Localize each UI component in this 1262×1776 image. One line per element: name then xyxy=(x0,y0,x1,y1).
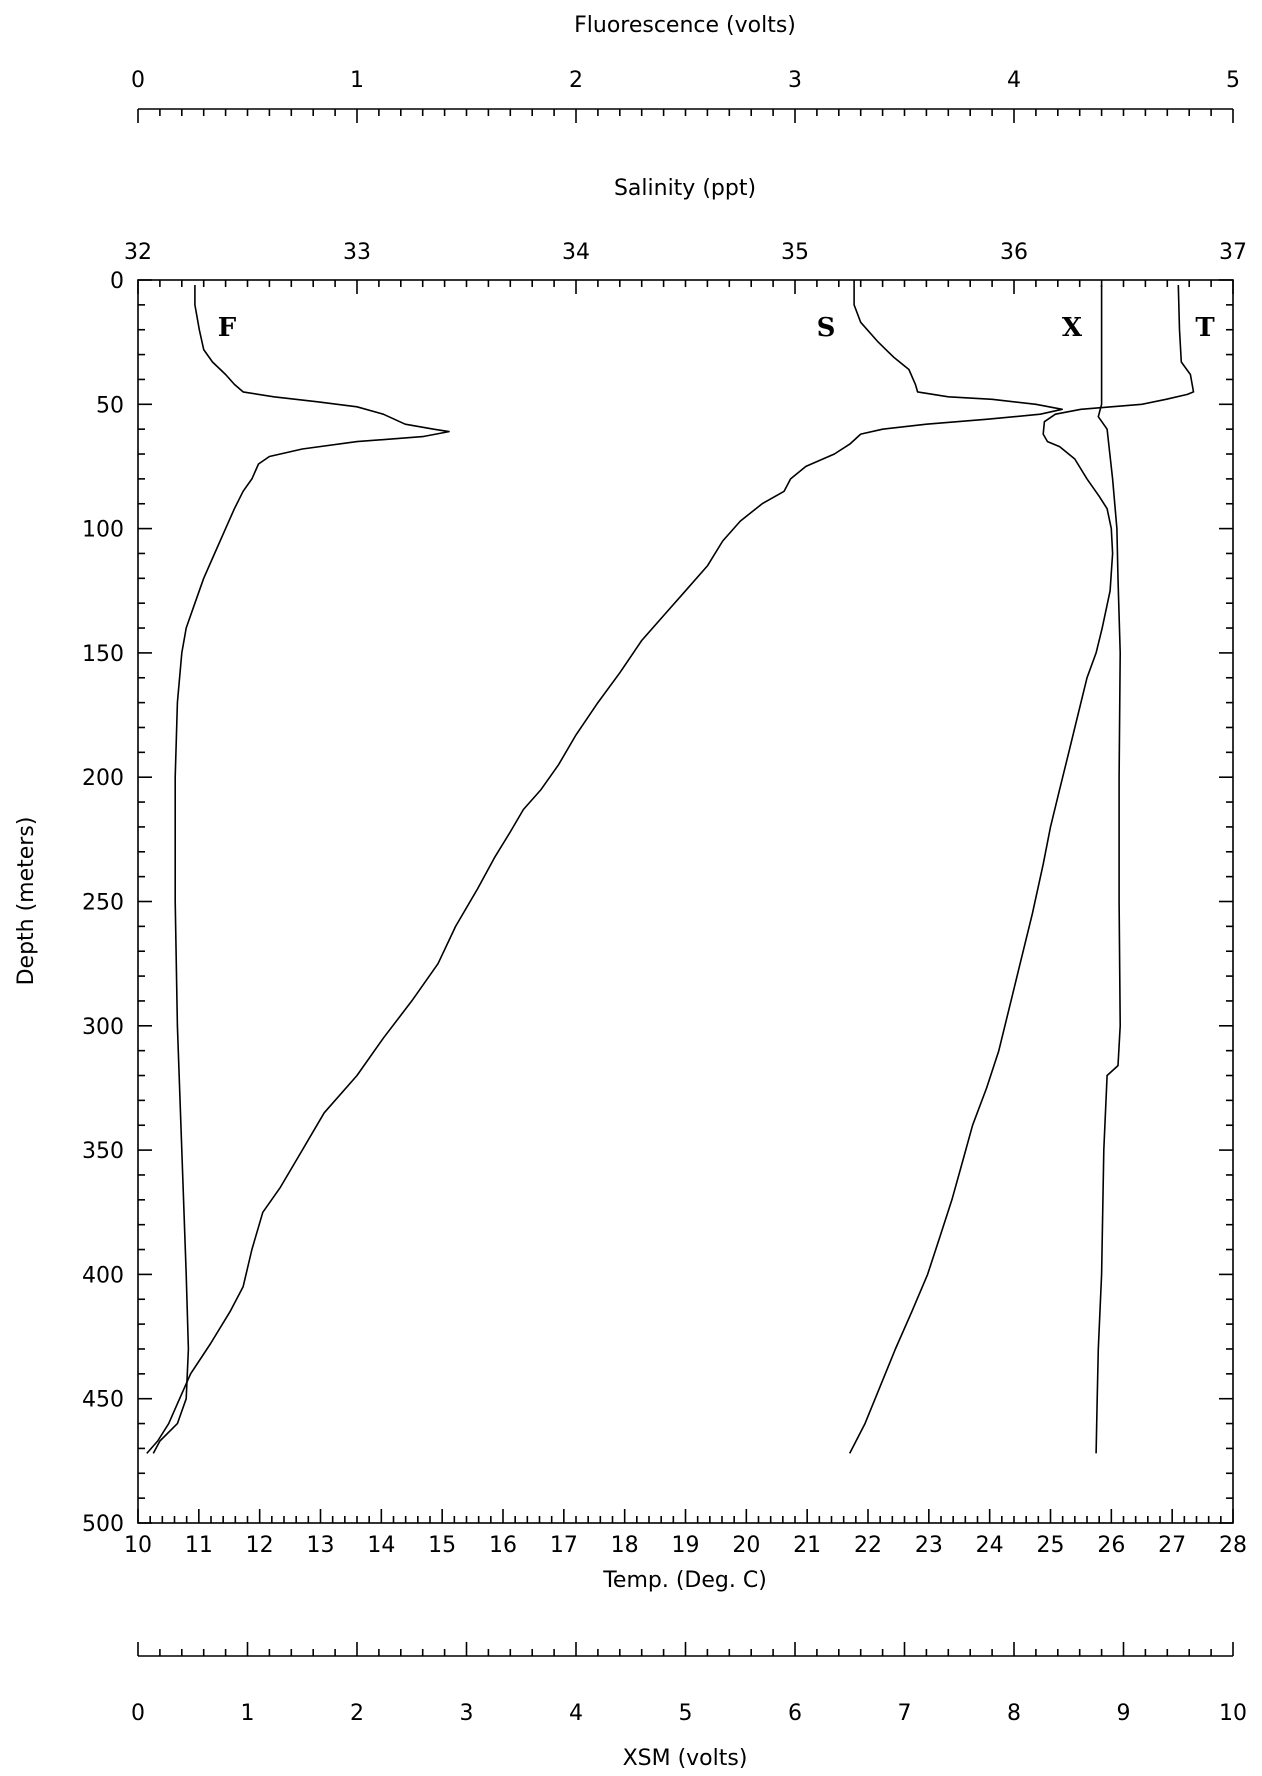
series-s-line xyxy=(146,280,1063,1454)
depth-tick-label: 400 xyxy=(82,1263,124,1288)
xsm-axis-title: XSM (volts) xyxy=(623,1746,748,1771)
fluorescence-axis-title: Fluorescence (volts) xyxy=(574,13,796,38)
depth-tick-label: 250 xyxy=(82,891,124,916)
fluorescence-tick-label: 5 xyxy=(1226,68,1240,93)
xsm-tick-label: 6 xyxy=(788,1701,802,1726)
xsm-tick-label: 9 xyxy=(1117,1701,1131,1726)
xsm-tick-label: 10 xyxy=(1219,1701,1247,1726)
temperature-tick-label: 23 xyxy=(915,1533,943,1558)
fluorescence-tick-label: 0 xyxy=(131,68,145,93)
depth-tick-label: 300 xyxy=(82,1015,124,1040)
temperature-tick-label: 15 xyxy=(428,1533,456,1558)
curve-label-t: T xyxy=(1195,313,1215,343)
temperature-tick-label: 19 xyxy=(672,1533,700,1558)
fluorescence-tick-label: 4 xyxy=(1007,68,1021,93)
temperature-tick-label: 12 xyxy=(246,1533,274,1558)
temperature-tick-label: 11 xyxy=(185,1533,213,1558)
temperature-axis-title: Temp. (Deg. C) xyxy=(602,1568,767,1593)
salinity-tick-label: 32 xyxy=(124,240,152,265)
fluorescence-tick-label: 1 xyxy=(350,68,364,93)
temperature-tick-label: 21 xyxy=(793,1533,821,1558)
depth-axis-title: Depth (meters) xyxy=(14,817,39,986)
xsm-tick-label: 8 xyxy=(1007,1701,1021,1726)
temperature-tick-label: 20 xyxy=(732,1533,760,1558)
depth-tick-label: 150 xyxy=(82,642,124,667)
temperature-tick-label: 14 xyxy=(367,1533,395,1558)
depth-tick-label: 200 xyxy=(82,766,124,791)
curve-label-f: F xyxy=(218,313,237,343)
xsm-tick-label: 0 xyxy=(131,1701,145,1726)
depth-tick-label: 450 xyxy=(82,1388,124,1413)
depth-tick-label: 500 xyxy=(82,1512,124,1537)
salinity-tick-label: 35 xyxy=(781,240,809,265)
temperature-tick-label: 22 xyxy=(854,1533,882,1558)
tick-marks xyxy=(137,109,1234,1656)
curve-label-s: S xyxy=(817,313,836,343)
depth-tick-label: 0 xyxy=(110,269,124,294)
series-t-line xyxy=(848,284,1195,1454)
depth-tick-label: 100 xyxy=(82,518,124,543)
xsm-tick-label: 5 xyxy=(679,1701,693,1726)
temperature-tick-label: 25 xyxy=(1037,1533,1065,1558)
xsm-tick-label: 3 xyxy=(460,1701,474,1726)
temperature-tick-label: 16 xyxy=(489,1533,517,1558)
depth-tick-label: 50 xyxy=(96,393,124,418)
series-layer xyxy=(146,280,1195,1454)
temperature-tick-label: 28 xyxy=(1219,1533,1247,1558)
series-f-line xyxy=(152,285,450,1454)
curve-label-x: X xyxy=(1062,313,1083,343)
temperature-tick-label: 27 xyxy=(1158,1533,1186,1558)
xsm-tick-label: 4 xyxy=(569,1701,583,1726)
depth-tick-label: 350 xyxy=(82,1139,124,1164)
salinity-tick-label: 36 xyxy=(1000,240,1028,265)
temperature-tick-label: 18 xyxy=(611,1533,639,1558)
salinity-tick-label: 37 xyxy=(1219,240,1247,265)
temperature-tick-label: 17 xyxy=(550,1533,578,1558)
salinity-tick-label: 34 xyxy=(562,240,590,265)
fluorescence-tick-label: 2 xyxy=(569,68,583,93)
xsm-tick-label: 7 xyxy=(898,1701,912,1726)
series-x-line xyxy=(1095,285,1121,1454)
xsm-tick-label: 1 xyxy=(241,1701,255,1726)
fluorescence-tick-label: 3 xyxy=(788,68,802,93)
salinity-tick-label: 33 xyxy=(343,240,371,265)
temperature-tick-label: 13 xyxy=(307,1533,335,1558)
temperature-tick-label: 24 xyxy=(976,1533,1004,1558)
salinity-axis-title: Salinity (ppt) xyxy=(614,176,756,201)
xsm-tick-label: 2 xyxy=(350,1701,364,1726)
temperature-tick-label: 26 xyxy=(1097,1533,1125,1558)
temperature-tick-label: 10 xyxy=(124,1533,152,1558)
